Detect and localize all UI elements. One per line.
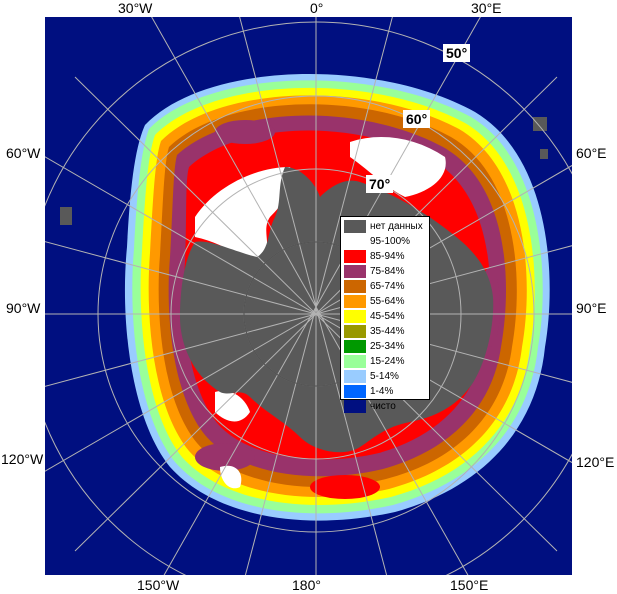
legend-swatch — [344, 235, 366, 248]
meridian-15e — [244, 17, 393, 575]
label-60e-right: 60°E — [576, 145, 607, 161]
legend-swatch — [344, 325, 366, 338]
patch-75-84-a — [215, 120, 275, 144]
legend-swatch — [344, 310, 366, 323]
legend-label: 25-34% — [370, 341, 405, 352]
legend-swatch — [344, 370, 366, 383]
legend-item: 15-24% — [344, 354, 426, 369]
legend-item: 95-100% — [344, 234, 426, 249]
legend-swatch — [344, 250, 366, 263]
ice-95-100-regions — [195, 137, 446, 489]
sea-ice-concentration-map — [45, 17, 572, 575]
legend-label: 85-94% — [370, 251, 405, 262]
legend-swatch — [344, 340, 366, 353]
label-150w-bottom: 150°W — [137, 577, 180, 593]
legend-label: 45-54% — [370, 311, 405, 322]
label-90w-left: 90°W — [6, 300, 41, 316]
legend-swatch — [344, 280, 366, 293]
legend-label: 55-64% — [370, 296, 405, 307]
label-0-top: 0° — [310, 0, 324, 16]
nodata-patch-right — [533, 117, 547, 131]
legend-item: 65-74% — [344, 279, 426, 294]
legend-item: чисто — [344, 399, 426, 414]
legend-item: 55-64% — [344, 294, 426, 309]
ross-white — [215, 390, 250, 422]
legend-swatch — [344, 220, 366, 233]
map-canvas — [45, 17, 572, 575]
legend-swatch — [344, 355, 366, 368]
legend-label: 1-4% — [370, 386, 394, 397]
label-120e-right: 120°E — [576, 454, 615, 470]
legend-label: 5-14% — [370, 371, 399, 382]
label-150e-bottom: 150°E — [450, 577, 489, 593]
label-lat-70: 70° — [366, 175, 394, 193]
legend-swatch — [344, 385, 366, 398]
legend-swatch — [344, 265, 366, 278]
legend-item: нет данных — [344, 219, 426, 234]
label-30w-top: 30°W — [118, 0, 153, 16]
nodata-patch-left — [60, 207, 72, 225]
label-120w-left: 120°W — [1, 451, 44, 467]
patch-75-84-c — [195, 443, 255, 471]
legend-label: 15-24% — [370, 356, 405, 367]
pacific-white — [220, 465, 242, 489]
legend-label: 75-84% — [370, 266, 405, 277]
label-60w-left: 60°W — [6, 145, 41, 161]
legend-item: 45-54% — [344, 309, 426, 324]
label-180-bottom: 180° — [292, 577, 321, 593]
legend-label: нет данных — [370, 221, 423, 232]
legend-item: 1-4% — [344, 384, 426, 399]
legend-item: 85-94% — [344, 249, 426, 264]
label-lat-60: 60° — [403, 110, 431, 128]
patch-85-94-a — [310, 475, 380, 499]
legend-label: 35-44% — [370, 326, 405, 337]
east-white — [350, 137, 446, 197]
legend-swatch — [344, 295, 366, 308]
legend-label: 65-74% — [370, 281, 405, 292]
legend-item: 35-44% — [344, 324, 426, 339]
label-90e-right: 90°E — [576, 300, 607, 316]
label-30e-top: 30°E — [471, 0, 502, 16]
nodata-patch-right-2 — [540, 149, 548, 159]
weddell-white — [195, 167, 294, 262]
legend-label: чисто — [370, 401, 396, 412]
label-lat-50: 50° — [443, 44, 471, 62]
meridian-75e — [45, 245, 572, 387]
legend-item: 25-34% — [344, 339, 426, 354]
legend-swatch — [344, 400, 366, 413]
legend-label: 95-100% — [370, 236, 411, 247]
concentration-legend: нет данных 95-100% 85-94% 75-84% 65-74% 55-64… — [340, 216, 430, 413]
legend-item: 5-14% — [344, 369, 426, 384]
graticule — [45, 17, 572, 575]
legend-item: 75-84% — [344, 264, 426, 279]
